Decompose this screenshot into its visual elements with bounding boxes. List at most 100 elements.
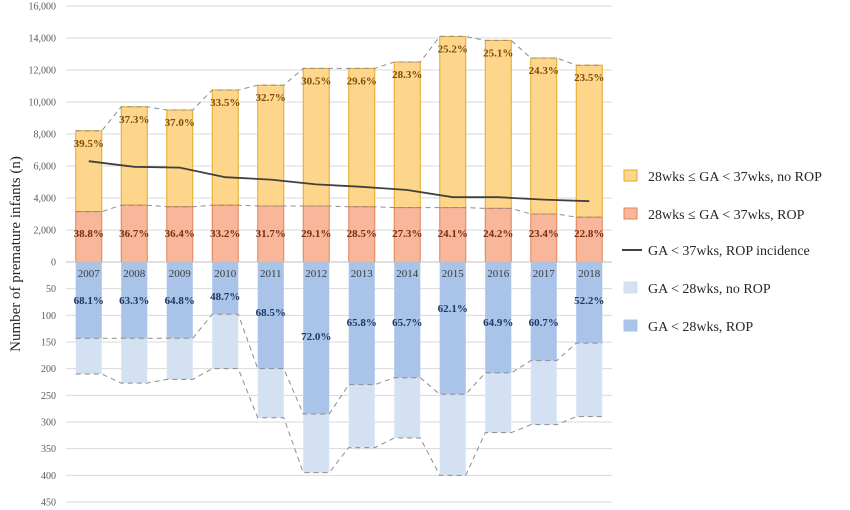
bar-segment-28-37-no-rop bbox=[120, 106, 148, 206]
y-tick-label-upper: 14,000 bbox=[29, 34, 57, 45]
bar-segment-lt28-rop bbox=[576, 262, 603, 344]
data-label-28-37-no-rop: 39.5% bbox=[74, 138, 104, 150]
data-label-lt28-rop: 64.9% bbox=[483, 317, 513, 329]
y-tick-label-upper: 4,000 bbox=[34, 194, 57, 205]
data-label-28-37-rop: 36.7% bbox=[119, 228, 149, 240]
data-label-28-37-no-rop: 25.2% bbox=[438, 43, 468, 55]
y-tick-label-lower: 400 bbox=[41, 471, 56, 482]
legend-label: GA < 28wks, no ROP bbox=[648, 282, 771, 297]
y-tick-label-lower: 150 bbox=[41, 338, 56, 349]
bar-segment-28-37-rop bbox=[166, 206, 194, 263]
y-tick-label-lower: 300 bbox=[41, 418, 56, 429]
data-label-28-37-no-rop: 30.5% bbox=[301, 75, 331, 87]
bar-segment-28-37-no-rop bbox=[211, 89, 239, 206]
legend-swatch bbox=[623, 207, 638, 220]
x-tick-label: 2013 bbox=[351, 268, 374, 280]
bar-segment-lt28-rop bbox=[166, 262, 193, 339]
y-tick-label-upper: 12,000 bbox=[29, 66, 57, 77]
data-label-lt28-rop: 65.8% bbox=[347, 317, 377, 329]
bar-segment-lt28-rop bbox=[530, 262, 557, 361]
bar-segment-28-37-no-rop bbox=[348, 67, 376, 208]
legend-label: 28wks ≤ GA < 37wks, no ROP bbox=[648, 170, 822, 185]
bar-segment-lt28-rop bbox=[75, 262, 102, 339]
y-tick-label-upper: 8,000 bbox=[34, 130, 57, 141]
y-tick-label-lower: 450 bbox=[41, 498, 56, 509]
bar-segment-28-37-no-rop bbox=[393, 61, 421, 209]
data-label-28-37-no-rop: 37.0% bbox=[165, 117, 195, 129]
data-label-28-37-rop: 38.8% bbox=[74, 228, 104, 240]
data-label-lt28-rop: 62.1% bbox=[438, 303, 468, 315]
connector-total-lt28 bbox=[75, 368, 603, 476]
bar-segment-lt28-rop bbox=[485, 262, 512, 373]
bar-segment-28-37-no-rop bbox=[575, 64, 603, 218]
bar-segment-28-37-no-rop bbox=[257, 84, 285, 207]
x-tick-label: 2017 bbox=[533, 268, 556, 280]
bar-segment-28-37-rop bbox=[393, 207, 421, 263]
x-tick-label: 2009 bbox=[169, 268, 192, 280]
data-label-28-37-no-rop: 33.5% bbox=[210, 97, 240, 109]
data-label-28-37-rop: 36.4% bbox=[165, 228, 195, 240]
data-label-28-37-rop: 24.2% bbox=[483, 228, 513, 240]
data-label-28-37-no-rop: 28.3% bbox=[392, 69, 422, 81]
y-tick-label-lower: 200 bbox=[41, 364, 56, 375]
connector-rop-lt28 bbox=[75, 313, 603, 415]
bar-segment-28-37-rop bbox=[575, 216, 603, 263]
bar-segment-28-37-no-rop bbox=[484, 39, 512, 209]
data-label-lt28-rop: 48.7% bbox=[210, 291, 240, 303]
legend-swatch bbox=[623, 281, 638, 294]
y-tick-label-upper: 0 bbox=[51, 258, 56, 269]
bar-segment-lt28-rop bbox=[303, 262, 330, 414]
bar-segment-28-37-rop bbox=[120, 204, 148, 263]
y-tick-label-lower: 50 bbox=[46, 284, 56, 295]
bar-segment-28-37-rop bbox=[302, 205, 330, 263]
data-label-28-37-rop: 23.4% bbox=[529, 228, 559, 240]
bar-segment-28-37-no-rop bbox=[75, 130, 103, 213]
x-tick-label: 2010 bbox=[214, 268, 237, 280]
bar-segment-28-37-rop bbox=[211, 204, 239, 263]
x-tick-label: 2015 bbox=[442, 268, 465, 280]
bar-segment-28-37-rop bbox=[75, 211, 103, 263]
data-label-lt28-rop: 68.1% bbox=[74, 295, 104, 307]
y-axis-title: Number of premature infants (n) bbox=[8, 156, 24, 352]
legend-label: GA < 28wks, ROP bbox=[648, 320, 753, 335]
y-tick-label-lower: 250 bbox=[41, 391, 56, 402]
data-label-lt28-rop: 63.3% bbox=[119, 295, 149, 307]
data-label-lt28-rop: 60.7% bbox=[529, 317, 559, 329]
bar-segment-lt28-rop bbox=[348, 262, 375, 385]
line-rop-incidence bbox=[88, 160, 590, 203]
data-label-28-37-no-rop: 25.1% bbox=[483, 47, 513, 59]
bar-segment-lt28-rop bbox=[439, 262, 466, 395]
bar-segment-28-37-rop bbox=[439, 207, 467, 263]
bar-segment-28-37-rop bbox=[348, 206, 376, 263]
y-tick-label-upper: 10,000 bbox=[29, 98, 57, 109]
legend-label: 28wks ≤ GA < 37wks, ROP bbox=[648, 208, 805, 223]
data-label-lt28-rop: 72.0% bbox=[301, 331, 331, 343]
data-label-28-37-rop: 22.8% bbox=[574, 228, 604, 240]
data-label-28-37-rop: 27.3% bbox=[392, 228, 422, 240]
bar-segment-28-37-no-rop bbox=[530, 57, 558, 215]
data-label-28-37-no-rop: 24.3% bbox=[529, 65, 559, 77]
data-label-28-37-rop: 31.7% bbox=[256, 228, 286, 240]
data-label-28-37-rop: 29.1% bbox=[301, 228, 331, 240]
data-label-28-37-rop: 24.1% bbox=[438, 228, 468, 240]
data-label-lt28-rop: 64.8% bbox=[165, 295, 195, 307]
legend-swatch bbox=[623, 319, 638, 332]
x-tick-label: 2011 bbox=[260, 268, 282, 280]
data-label-28-37-no-rop: 37.3% bbox=[119, 114, 149, 126]
bar-segment-lt28-rop bbox=[257, 262, 284, 369]
bar-segment-28-37-no-rop bbox=[439, 35, 467, 209]
y-tick-label-upper: 16,000 bbox=[29, 2, 57, 13]
legend-swatch bbox=[623, 169, 638, 182]
data-label-28-37-rop: 33.2% bbox=[210, 228, 240, 240]
bar-segment-lt28-rop bbox=[394, 262, 421, 378]
x-tick-label: 2012 bbox=[305, 268, 327, 280]
legend-label: GA < 37wks, ROP incidence bbox=[648, 244, 810, 259]
x-tick-label: 2016 bbox=[487, 268, 510, 280]
connector-rop-28-37 bbox=[75, 204, 603, 218]
y-tick-label-upper: 2,000 bbox=[34, 226, 57, 237]
bar-segment-lt28-rop bbox=[121, 262, 148, 339]
data-label-28-37-no-rop: 32.7% bbox=[256, 92, 286, 104]
data-label-28-37-no-rop: 29.6% bbox=[347, 75, 377, 87]
bar-segment-lt28-rop bbox=[212, 262, 239, 315]
bar-segment-28-37-no-rop bbox=[166, 109, 194, 208]
